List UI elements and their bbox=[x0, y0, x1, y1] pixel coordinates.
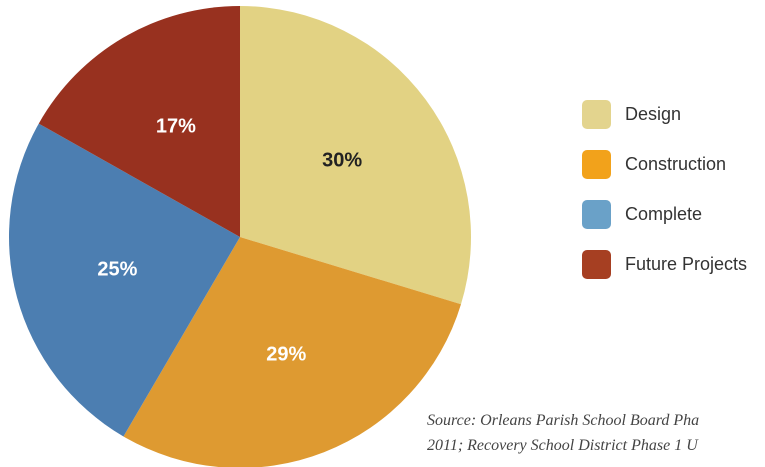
slice-label-construction: 29% bbox=[266, 344, 306, 366]
pie-slices bbox=[8, 6, 472, 467]
legend-swatch-construction bbox=[582, 149, 611, 179]
legend-swatch-future-projects bbox=[582, 249, 611, 279]
source-note-line-2: 2011; Recovery School District Phase 1 U bbox=[427, 437, 698, 454]
slice-label-design: 30% bbox=[322, 150, 362, 172]
legend-label-future-projects: Future Projects bbox=[625, 253, 748, 274]
source-note: Source: Orleans Parish School Board Pha … bbox=[427, 408, 765, 464]
legend-label-construction: Construction bbox=[625, 153, 727, 174]
slice-label-future-projects: 17% bbox=[156, 116, 196, 138]
legend-label-complete: Complete bbox=[625, 203, 703, 224]
legend-item-complete: Complete bbox=[582, 189, 747, 239]
legend-swatch-design bbox=[582, 99, 611, 129]
pie-slice-complete bbox=[8, 123, 240, 437]
legend-item-design: Design bbox=[582, 89, 747, 139]
pie-slice-labels: 30% 29% 25% 17% bbox=[97, 116, 362, 366]
legend-item-construction: Construction bbox=[582, 139, 747, 189]
legend-label-design: Design bbox=[625, 103, 682, 124]
pie-slice-design bbox=[240, 6, 472, 305]
source-note-line-1: Source: Orleans Parish School Board Pha bbox=[427, 412, 700, 429]
legend: Design Construction Complete Future Proj… bbox=[582, 89, 747, 289]
legend-swatch-complete bbox=[582, 199, 611, 229]
pie-slice-future-projects bbox=[38, 6, 241, 237]
pie-slice-construction bbox=[123, 237, 461, 467]
slice-label-complete: 25% bbox=[97, 258, 137, 280]
legend-item-future-projects: Future Projects bbox=[582, 239, 747, 289]
